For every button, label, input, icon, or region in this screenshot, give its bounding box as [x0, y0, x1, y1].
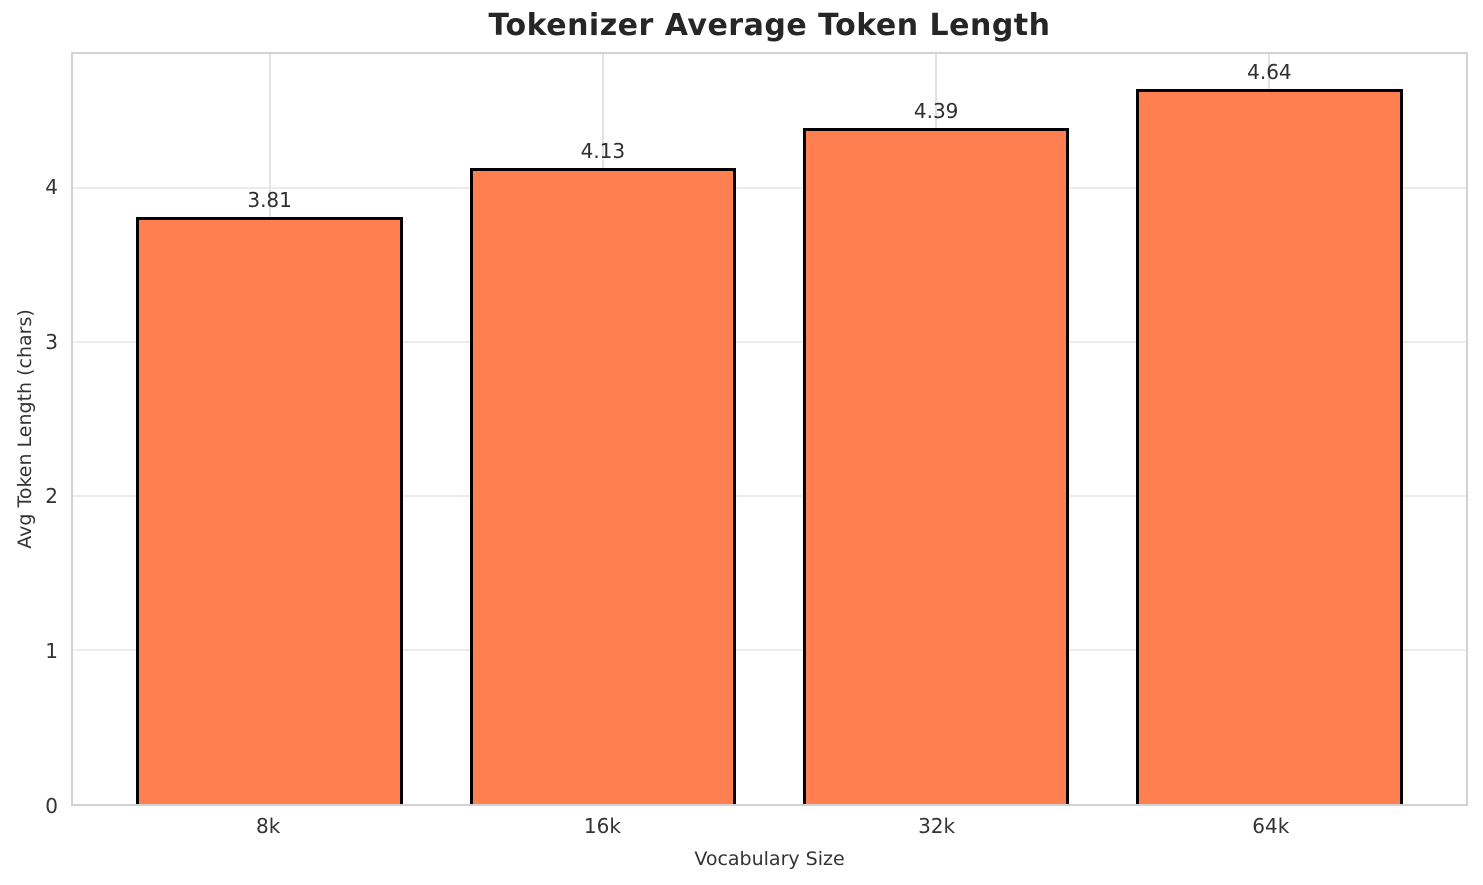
- x-axis-label: Vocabulary Size: [694, 848, 845, 870]
- x-tick-label: 8k: [256, 814, 281, 838]
- chart-title: Tokenizer Average Token Length: [488, 8, 1051, 43]
- bar-64k: [1136, 89, 1403, 804]
- h-gridline: [73, 495, 1466, 497]
- x-tick-label: 32k: [918, 814, 956, 838]
- plot-area: 3.81 4.13 4.39 4.64: [71, 52, 1468, 806]
- h-gridline: [73, 649, 1466, 651]
- x-axis-ticks: 8k 16k 32k 64k: [71, 814, 1468, 842]
- bar-value-label: 4.64: [1247, 60, 1292, 85]
- bar-value-label: 4.39: [913, 98, 959, 123]
- h-gridline: [73, 341, 1466, 343]
- y-axis-ticks: 0 1 2 3 4: [0, 52, 58, 817]
- x-tick-label: 64k: [1252, 814, 1290, 838]
- y-tick-label: 4: [45, 174, 58, 199]
- bar-8k: [136, 217, 403, 804]
- h-gridline: [73, 186, 1466, 189]
- bar-value-label: 4.13: [580, 138, 626, 163]
- bar-16k: [469, 167, 737, 804]
- bar-32k: [802, 127, 1070, 804]
- y-tick-label: 2: [45, 484, 58, 509]
- y-tick-label: 0: [45, 794, 58, 818]
- x-tick-label: 16k: [583, 814, 621, 838]
- y-tick-label: 3: [45, 329, 58, 354]
- bar-value-label: 3.81: [247, 188, 292, 213]
- y-tick-label: 1: [45, 639, 58, 664]
